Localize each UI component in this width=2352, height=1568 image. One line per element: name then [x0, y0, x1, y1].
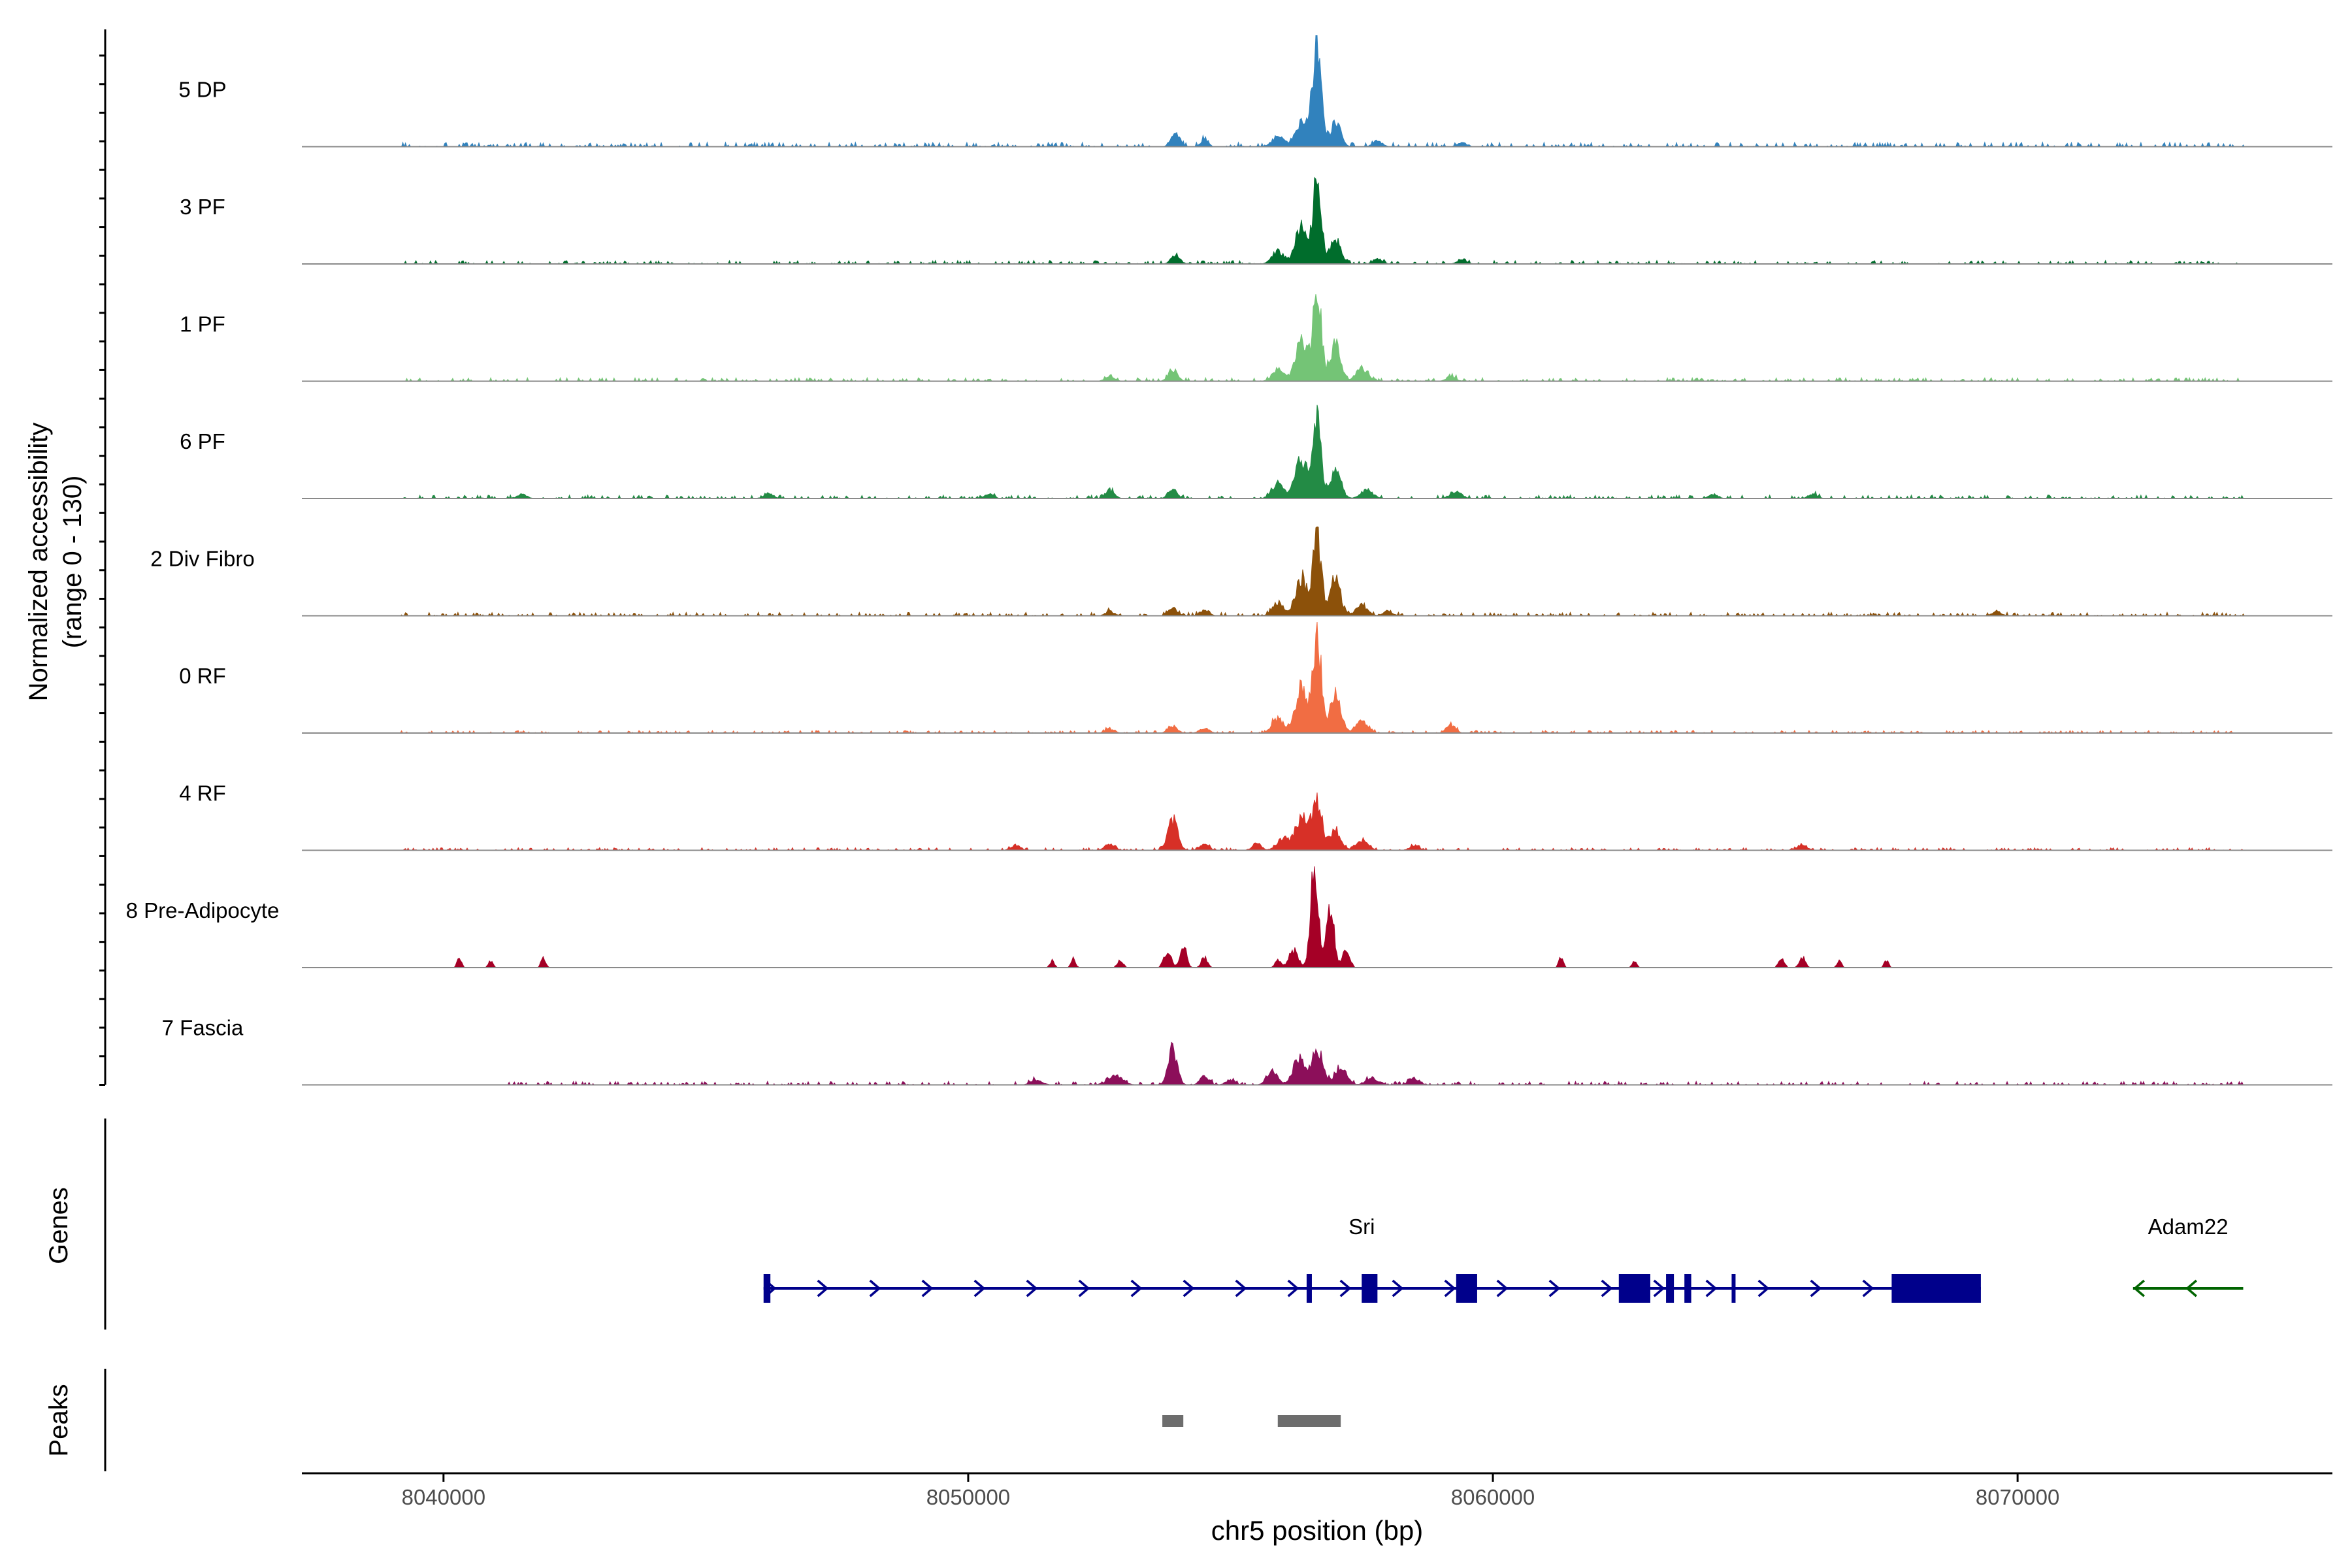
exon — [1666, 1274, 1674, 1303]
strand-chevron — [1392, 1279, 1404, 1298]
coverage-tracks: 5 DP 3 PF 1 PF 6 PF 2 Div Fibro 0 RF 4 RF 8 Pre… — [126, 35, 2332, 1086]
coverage-area-8 — [302, 866, 2332, 968]
exon — [1891, 1274, 1981, 1303]
strand-chevron — [1862, 1279, 1874, 1298]
coverage-area-5 — [302, 526, 2332, 617]
track-1: 5 DP — [178, 35, 2332, 148]
coverage-area-1 — [302, 35, 2332, 148]
x-tick-label: 8060000 — [1451, 1485, 1535, 1509]
coverage-y-axis — [99, 29, 106, 1086]
track-8: 8 Pre-Adipocyte — [126, 866, 2332, 968]
strand-chevron — [1705, 1279, 1718, 1298]
strand-chevron — [1810, 1279, 1822, 1298]
track-3: 1 PF — [180, 294, 2332, 382]
exon — [1456, 1274, 1477, 1303]
track-label-9: 7 Fascia — [162, 1016, 244, 1040]
strand-chevron — [1130, 1279, 1143, 1298]
strand-chevron — [1026, 1279, 1038, 1298]
strand-chevron — [1757, 1279, 1770, 1298]
strand-chevron — [1444, 1279, 1456, 1298]
track-label-6: 0 RF — [179, 664, 226, 688]
exon — [1362, 1274, 1378, 1303]
strand-chevron — [1601, 1279, 1613, 1298]
strand-chevron — [2185, 1279, 2197, 1298]
strand-chevron — [1548, 1279, 1561, 1298]
x-tick-label: 8070000 — [1976, 1485, 2059, 1509]
gene-Sri: Sri — [763, 1215, 1981, 1303]
x-axis: 8040000 8050000 8060000 8070000 — [402, 1473, 2059, 1509]
track-label-5: 2 Div Fibro — [150, 547, 255, 571]
track-6: 0 RF — [179, 621, 2332, 734]
strand-chevron — [973, 1279, 986, 1298]
x-tick-label: 8050000 — [926, 1485, 1010, 1509]
exon — [1306, 1274, 1312, 1303]
gene-label-Adam22: Adam22 — [2148, 1215, 2229, 1239]
track-label-4: 6 PF — [180, 429, 225, 453]
y-axis-range-label: (range 0 - 130) — [58, 476, 87, 649]
strand-chevron — [1235, 1279, 1247, 1298]
exon — [1731, 1274, 1736, 1303]
strand-chevron — [1496, 1279, 1509, 1298]
strand-chevron — [921, 1279, 934, 1298]
track-label-2: 3 PF — [180, 195, 225, 219]
peaks-track-label: Peaks — [44, 1384, 73, 1456]
coverage-area-9 — [302, 1041, 2332, 1086]
gene-annotations: Sri Adam22 — [763, 1215, 2244, 1303]
track-2: 3 PF — [180, 176, 2332, 265]
strand-chevron — [2133, 1279, 2145, 1298]
track-9: 7 Fascia — [162, 1016, 2332, 1086]
genes-track-label: Genes — [44, 1187, 73, 1264]
coverage-area-3 — [302, 294, 2332, 382]
gene-Adam22: Adam22 — [2132, 1215, 2244, 1298]
exon — [1684, 1274, 1691, 1303]
peak-region-2 — [1277, 1415, 1341, 1427]
x-tick-label: 8040000 — [402, 1485, 485, 1509]
coverage-area-6 — [302, 621, 2332, 734]
x-axis-label: chr5 position (bp) — [1211, 1515, 1424, 1546]
y-axis-label: Normalized accessibility — [24, 423, 53, 702]
track-label-3: 1 PF — [180, 312, 225, 336]
exon — [763, 1274, 771, 1303]
gene-label-Sri: Sri — [1348, 1215, 1375, 1239]
strand-chevron — [1339, 1279, 1352, 1298]
track-5: 2 Div Fibro — [150, 526, 2332, 617]
track-7: 4 RF — [179, 781, 2332, 851]
strand-chevron — [1653, 1279, 1665, 1298]
strand-chevron — [1287, 1279, 1299, 1298]
track-4: 6 PF — [180, 404, 2332, 500]
strand-chevron — [1183, 1279, 1195, 1298]
strand-chevron — [1078, 1279, 1090, 1298]
coverage-area-4 — [302, 404, 2332, 500]
strand-chevron — [869, 1279, 881, 1298]
peak-regions — [1162, 1415, 1341, 1427]
peak-region-1 — [1162, 1415, 1184, 1427]
coverage-area-2 — [302, 176, 2332, 265]
strand-chevron — [817, 1279, 829, 1298]
track-label-8: 8 Pre-Adipocyte — [126, 898, 280, 923]
track-label-1: 5 DP — [178, 78, 226, 102]
coverage-area-7 — [302, 792, 2332, 851]
exon — [1618, 1274, 1650, 1303]
track-label-7: 4 RF — [179, 781, 226, 806]
